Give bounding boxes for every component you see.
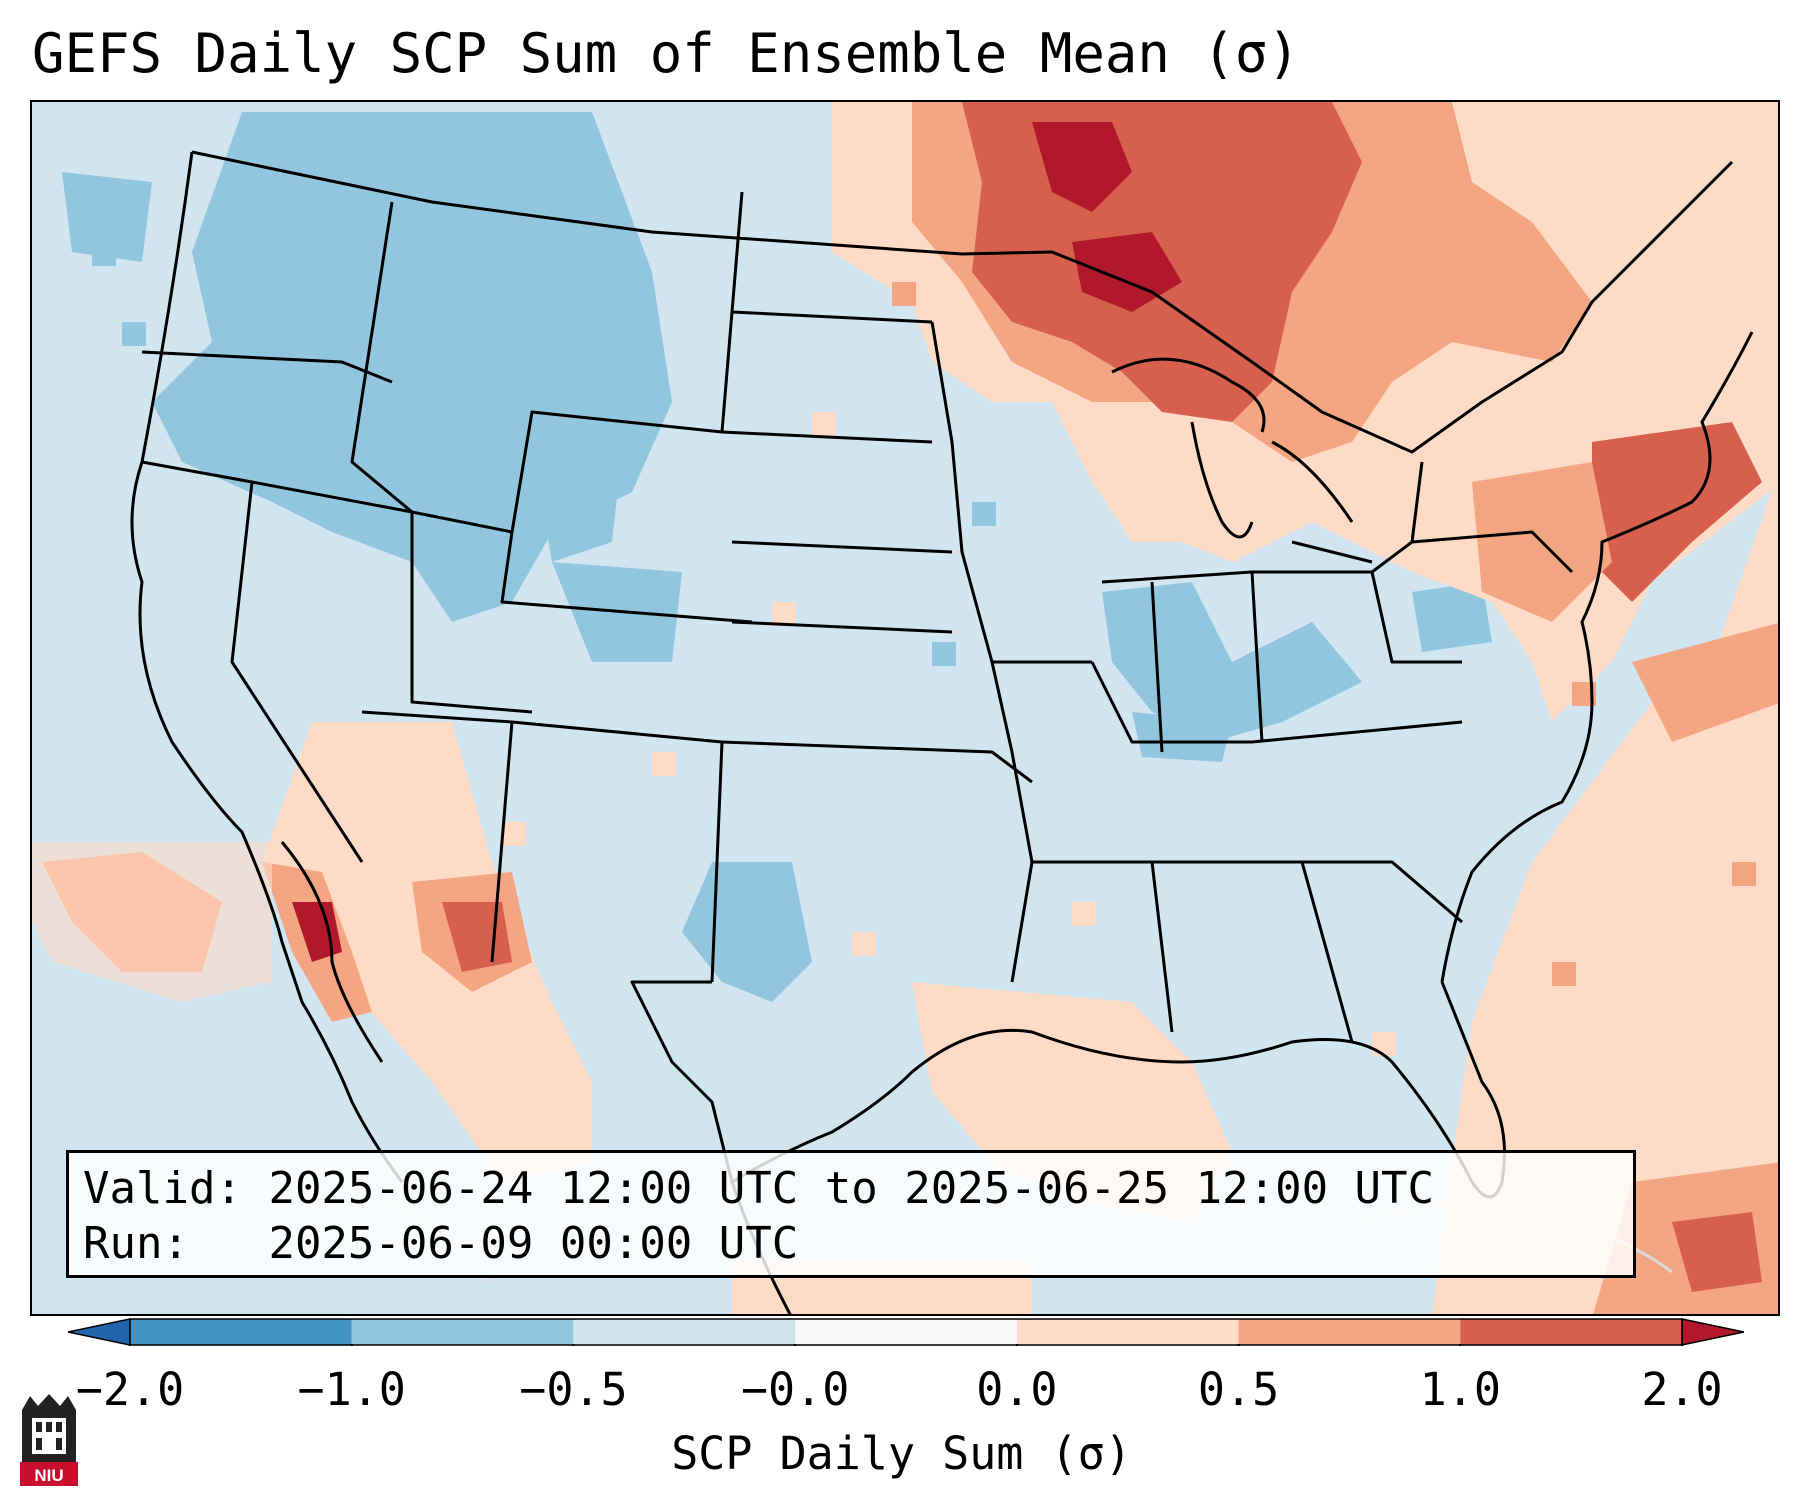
logo-text: NIU: [34, 1466, 63, 1485]
colorbar-bin-1: [351, 1319, 574, 1345]
caribbean-core: [1672, 1212, 1762, 1292]
lake-superior-core: [1032, 122, 1132, 212]
ut-co: [410, 512, 533, 714]
colorbar-tick-label: −1.0: [297, 1363, 406, 1416]
wyoming-negative-patch: [532, 442, 622, 562]
id-wy-mt: [350, 201, 513, 534]
ks-ok: [721, 620, 1033, 784]
tn-negative-patch: [1132, 712, 1232, 762]
atlantic-mid-positive: [1632, 623, 1778, 742]
valid-label: Valid:: [83, 1163, 242, 1214]
map-panel[interactable]: [30, 100, 1780, 1316]
scp-map: [32, 102, 1778, 1314]
pacific-light-positive: [32, 842, 272, 1002]
wy-co: [500, 531, 753, 624]
colorbar-bin-6: [1460, 1319, 1682, 1345]
scattered-cells: [92, 242, 1756, 1056]
tx-border: [630, 980, 734, 1183]
ca-nv: [230, 481, 364, 863]
colorbar-tick-label: 1.0: [1419, 1363, 1501, 1416]
run-label: Run:: [83, 1218, 189, 1269]
colorbar-bin-2: [573, 1319, 796, 1345]
ohio-valley-negative-patch: [1102, 582, 1362, 742]
colorbar-bin-0: [130, 1319, 352, 1345]
valid-time-box: Valid: 2025-06-24 12:00 UTC to 2025-06-2…: [66, 1150, 1636, 1278]
negative-anomaly-patches: [62, 112, 1492, 1002]
colorbar-label: SCP Daily Sum (σ): [671, 1427, 1132, 1480]
dakotas-ne: [720, 191, 953, 554]
northeast-strong-positive: [1592, 422, 1762, 602]
colorbar-bin-4: [1016, 1319, 1239, 1345]
colorbar-bin-5: [1238, 1319, 1461, 1345]
southeast-lines: [1032, 860, 1463, 1043]
colorbar-tick-label: 2.0: [1641, 1363, 1723, 1416]
map-title: GEFS Daily SCP Sum of Ensemble Mean (σ): [32, 22, 1300, 85]
colorbar-tick-label: −2.0: [75, 1363, 185, 1416]
colorbar-over-extend: [1681, 1318, 1744, 1346]
baja-coast: [280, 841, 384, 1063]
colorbar-tick-label: −0.0: [740, 1363, 850, 1416]
run-time: 2025-06-09 00:00 UTC: [268, 1218, 799, 1269]
pacific-coast: [130, 151, 404, 1183]
colorbar-bin-3: [795, 1319, 1017, 1345]
atlantic-coast: [1440, 331, 1754, 983]
colorbar-tick-label: 0.5: [1197, 1363, 1280, 1416]
canada-border: [191, 150, 1734, 454]
colorbar-frame: [129, 1318, 1683, 1346]
valid-range: 2025-06-24 12:00 UTC to 2025-06-25 12:00…: [268, 1163, 1435, 1214]
virginia-negative-patch: [1412, 582, 1492, 652]
mt-wy: [510, 410, 723, 533]
bc-negative-patch: [62, 172, 152, 262]
colorbar: [68, 1318, 1744, 1346]
baja-core: [292, 902, 342, 962]
great-lakes: [1111, 357, 1373, 564]
wa-or: [141, 350, 393, 384]
niu-logo: NIU: [20, 1394, 78, 1486]
colorbar-under-extend: [68, 1318, 131, 1346]
east-lines: [1252, 461, 1574, 664]
colorbar-tick-label: 0.0: [976, 1363, 1058, 1416]
colorbar-tick-label: −0.5: [519, 1363, 628, 1416]
